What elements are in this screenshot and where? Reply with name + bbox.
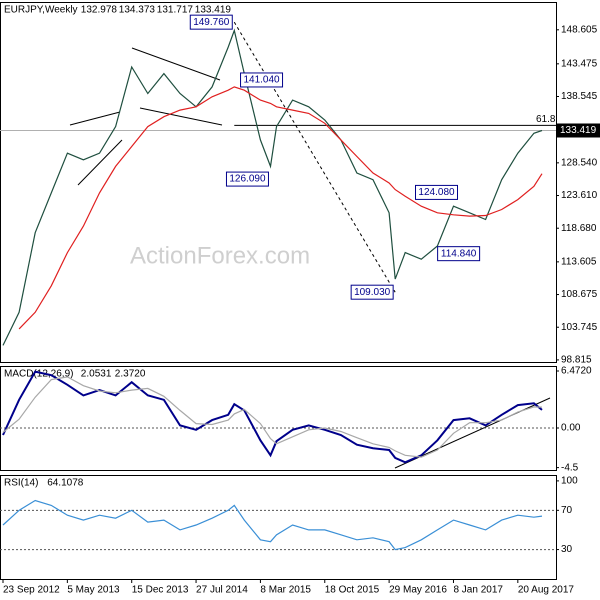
x-tick-label: 29 May 2016 xyxy=(389,585,447,596)
header-value: 2.0531 xyxy=(81,369,112,380)
current-price-label: 133.419 xyxy=(560,125,597,136)
y-tick-label: 103.745 xyxy=(561,322,598,333)
x-tick-label: 18 Oct 2015 xyxy=(325,585,380,596)
x-tick-label: 8 Jan 2017 xyxy=(453,585,503,596)
annotation-box xyxy=(415,184,459,200)
y-tick-label: 143.475 xyxy=(561,58,598,69)
fib-label: 61.8 xyxy=(536,114,556,125)
y-tick-label: 0.00 xyxy=(561,423,581,434)
trendline xyxy=(69,111,121,126)
ohlc-value: 131.717 xyxy=(157,5,194,16)
watermark: ActionForex.com xyxy=(130,242,310,269)
x-tick-label: 23 Sep 2012 xyxy=(3,585,60,596)
x-tick-label: 5 May 2013 xyxy=(67,585,120,596)
panel-border xyxy=(0,475,557,580)
y-tick-label: 113.605 xyxy=(561,256,597,267)
y-tick-label: 98.815 xyxy=(561,355,592,366)
series-line xyxy=(2,376,543,458)
projection-line xyxy=(233,21,396,293)
y-tick-label: 148.605 xyxy=(561,24,598,35)
annotation-label: 126.090 xyxy=(229,174,266,185)
annotation-box xyxy=(225,171,269,187)
x-tick-label: 8 Mar 2015 xyxy=(260,585,311,596)
annotation-label: 141.040 xyxy=(243,75,280,86)
header-value: 64.1078 xyxy=(47,478,84,489)
ohlc-value: 134.373 xyxy=(119,5,156,16)
header-value: 2.3720 xyxy=(115,369,146,380)
panel-title: EURJPY,Weekly xyxy=(4,5,78,16)
trendline xyxy=(77,139,123,186)
x-tick-label: 20 Aug 2017 xyxy=(518,585,575,596)
trendline xyxy=(139,107,223,126)
x-tick-label: 27 Jul 2014 xyxy=(196,585,248,596)
series-line xyxy=(2,28,543,346)
annotation-label: 149.760 xyxy=(193,17,230,28)
y-tick-label: 128.540 xyxy=(561,157,598,168)
y-tick-label: 108.675 xyxy=(561,289,598,300)
annotation-label: 109.030 xyxy=(354,287,391,298)
y-tick-label: 70 xyxy=(561,505,573,516)
annotation-label: 124.080 xyxy=(418,187,455,198)
y-tick-label: 6.4720 xyxy=(561,366,592,377)
panel-title: MACD(12,26,9) xyxy=(4,369,73,380)
y-tick-label: 30 xyxy=(561,544,573,555)
panel-border xyxy=(0,366,557,471)
annotation-box xyxy=(189,14,233,30)
annotation-label: 114.840 xyxy=(441,248,477,259)
series-line xyxy=(18,86,543,330)
annotation-box xyxy=(350,284,394,300)
annotation-box xyxy=(240,72,284,88)
panel-border xyxy=(0,2,557,363)
series-line xyxy=(2,499,543,551)
y-tick-label: 138.545 xyxy=(561,91,598,102)
ohlc-value: 133.419 xyxy=(195,5,232,16)
y-tick-label: 123.610 xyxy=(561,190,598,201)
current-price-box xyxy=(557,123,600,138)
panel-title: RSI(14) xyxy=(4,478,38,489)
y-tick-label: 100 xyxy=(561,476,578,487)
x-tick-label: 15 Dec 2013 xyxy=(132,585,189,596)
ohlc-value: 132.978 xyxy=(81,5,118,16)
y-tick-label: -4.5 xyxy=(561,462,579,473)
y-tick-label: 118.680 xyxy=(561,223,597,234)
annotation-box xyxy=(437,246,481,262)
trendline xyxy=(131,47,221,81)
